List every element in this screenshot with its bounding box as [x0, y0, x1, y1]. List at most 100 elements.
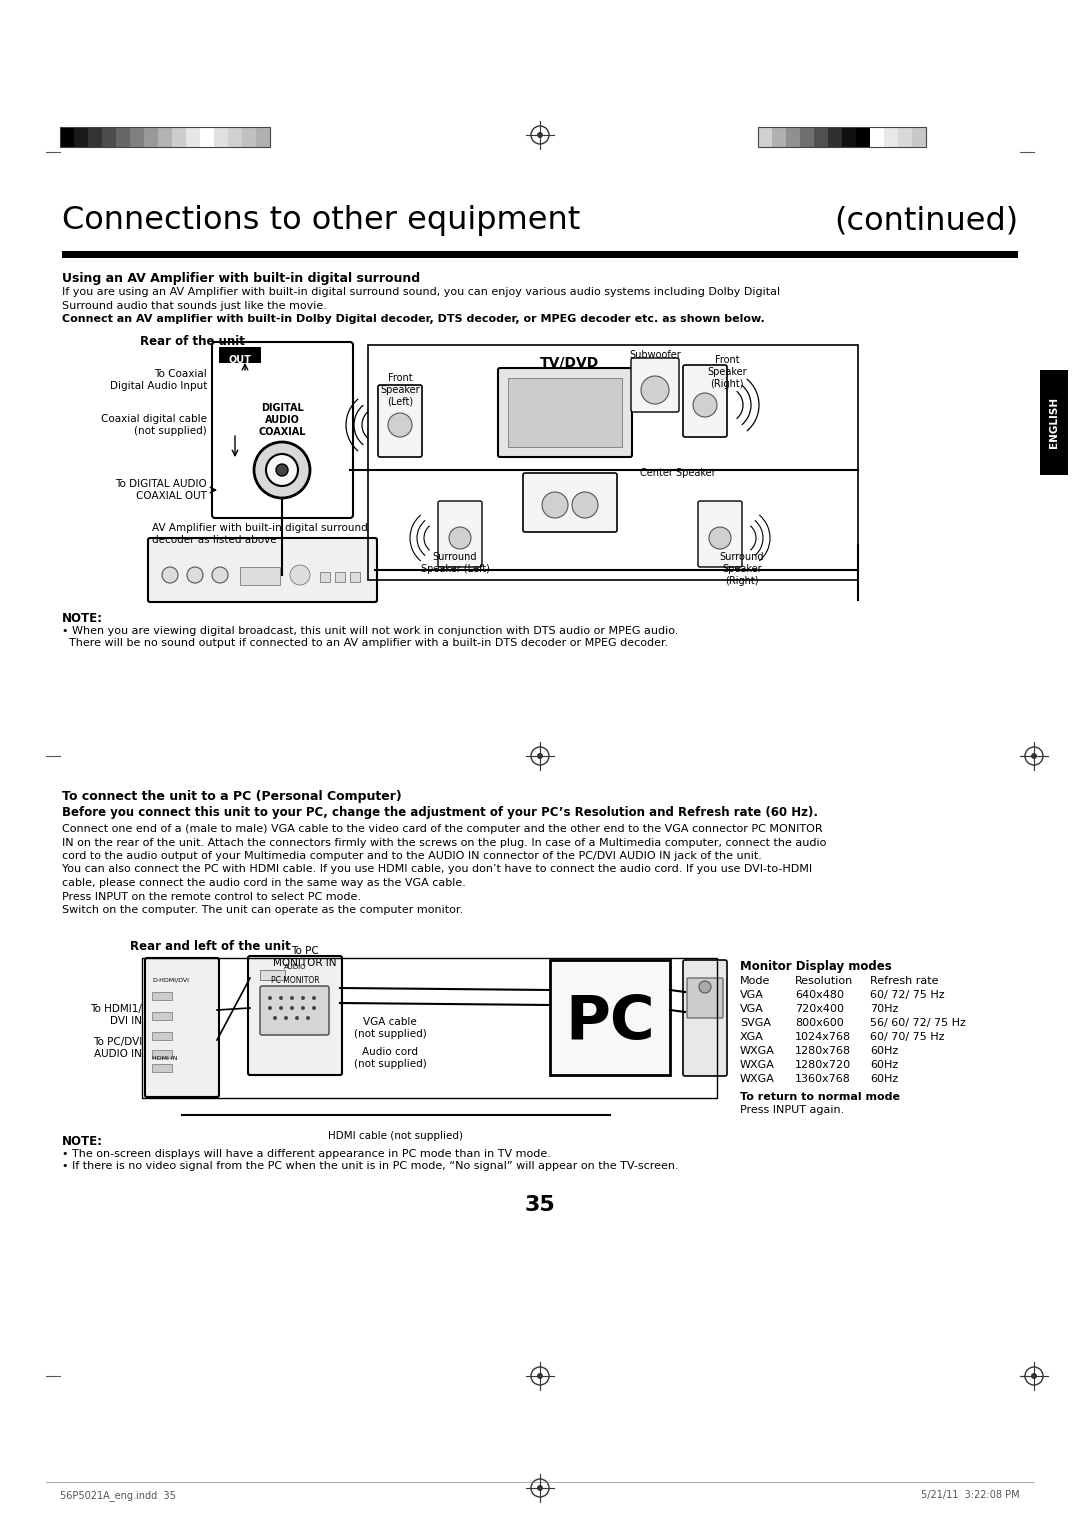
Text: Resolution: Resolution	[795, 976, 853, 986]
Bar	[214, 127, 228, 147]
Text: 1360x768: 1360x768	[795, 1074, 851, 1083]
Circle shape	[254, 442, 310, 498]
Circle shape	[276, 465, 288, 477]
Circle shape	[449, 527, 471, 549]
Text: To HDMI1/
DVI IN: To HDMI1/ DVI IN	[90, 1004, 141, 1027]
Bar	[870, 127, 885, 147]
Text: D-HDMI/DVI: D-HDMI/DVI	[152, 978, 189, 983]
Bar	[228, 127, 242, 147]
Bar	[242, 127, 256, 147]
Bar	[260, 970, 285, 979]
Bar	[152, 992, 172, 999]
Text: Refresh rate: Refresh rate	[870, 976, 939, 986]
Bar	[350, 571, 360, 582]
FancyBboxPatch shape	[683, 960, 727, 1076]
Text: 56P5021A_eng.indd  35: 56P5021A_eng.indd 35	[60, 1490, 176, 1500]
Text: To PC
MONITOR IN: To PC MONITOR IN	[273, 946, 337, 969]
Bar	[130, 127, 144, 147]
Text: Front
Speaker
(Right): Front Speaker (Right)	[707, 354, 746, 390]
Bar	[786, 127, 800, 147]
Text: To Coaxial
Digital Audio Input: To Coaxial Digital Audio Input	[110, 368, 207, 391]
Text: 1280x768: 1280x768	[795, 1047, 851, 1056]
FancyBboxPatch shape	[687, 978, 723, 1018]
Text: WXGA: WXGA	[740, 1074, 774, 1083]
Circle shape	[693, 393, 717, 417]
Bar	[152, 1012, 172, 1021]
Text: 60Hz: 60Hz	[870, 1074, 899, 1083]
Bar	[758, 127, 772, 147]
Circle shape	[572, 492, 598, 518]
Text: Before you connect this unit to your PC, change the adjustment of your PC’s Reso: Before you connect this unit to your PC,…	[62, 805, 818, 819]
Text: 70Hz: 70Hz	[870, 1004, 899, 1015]
Text: 35: 35	[525, 1195, 555, 1215]
Text: Using an AV Amplifier with built-in digital surround: Using an AV Amplifier with built-in digi…	[62, 272, 420, 286]
Circle shape	[642, 376, 669, 403]
Text: Surround
Speaker
(Right): Surround Speaker (Right)	[719, 552, 765, 587]
Circle shape	[291, 996, 294, 999]
Text: 60/ 70/ 75 Hz: 60/ 70/ 75 Hz	[870, 1031, 945, 1042]
Text: 60Hz: 60Hz	[870, 1047, 899, 1056]
Text: Rear of the unit: Rear of the unit	[140, 335, 245, 348]
Circle shape	[291, 1005, 294, 1010]
Circle shape	[312, 1005, 316, 1010]
Text: IN on the rear of the unit. Attach the connectors firmly with the screws on the : IN on the rear of the unit. Attach the c…	[62, 837, 826, 848]
Text: SVGA: SVGA	[740, 1018, 771, 1028]
Circle shape	[306, 1016, 310, 1021]
FancyBboxPatch shape	[523, 474, 617, 532]
Circle shape	[268, 996, 272, 999]
FancyBboxPatch shape	[248, 957, 342, 1076]
Circle shape	[388, 413, 411, 437]
Circle shape	[537, 753, 543, 759]
Text: WXGA: WXGA	[740, 1047, 774, 1056]
Text: (continued): (continued)	[834, 205, 1018, 235]
Text: 60/ 72/ 75 Hz: 60/ 72/ 75 Hz	[870, 990, 945, 999]
Bar	[144, 127, 158, 147]
Text: 5/21/11  3:22:08 PM: 5/21/11 3:22:08 PM	[921, 1490, 1020, 1500]
Text: Connections to other equipment: Connections to other equipment	[62, 205, 580, 235]
Bar	[87, 127, 102, 147]
Text: • When you are viewing digital broadcast, this unit will not work in conjunction: • When you are viewing digital broadcast…	[62, 626, 678, 636]
Circle shape	[279, 996, 283, 999]
Text: PC: PC	[565, 993, 654, 1051]
Circle shape	[537, 1374, 543, 1378]
Bar	[842, 127, 856, 147]
Bar	[550, 960, 670, 1076]
Circle shape	[187, 567, 203, 584]
Text: Audio cord
(not supplied): Audio cord (not supplied)	[353, 1047, 427, 1070]
Circle shape	[699, 981, 711, 993]
Bar	[256, 127, 270, 147]
Text: VGA: VGA	[740, 1004, 764, 1015]
Text: NOTE:: NOTE:	[62, 1135, 103, 1148]
Bar	[897, 127, 912, 147]
Bar	[800, 127, 814, 147]
Text: 640x480: 640x480	[795, 990, 843, 999]
Text: PC MONITOR: PC MONITOR	[271, 976, 320, 986]
FancyBboxPatch shape	[683, 365, 727, 437]
Circle shape	[284, 1016, 288, 1021]
Text: 720x400: 720x400	[795, 1004, 843, 1015]
FancyBboxPatch shape	[145, 958, 219, 1097]
Text: 1280x720: 1280x720	[795, 1060, 851, 1070]
Circle shape	[537, 131, 543, 138]
Circle shape	[291, 565, 310, 585]
Circle shape	[295, 1016, 299, 1021]
Text: Subwoofer: Subwoofer	[630, 350, 680, 361]
Bar	[60, 127, 75, 147]
Circle shape	[537, 1485, 543, 1491]
Circle shape	[268, 1005, 272, 1010]
Text: Connect one end of a (male to male) VGA cable to the video card of the computer : Connect one end of a (male to male) VGA …	[62, 824, 823, 834]
Text: To connect the unit to a PC (Personal Computer): To connect the unit to a PC (Personal Co…	[62, 790, 402, 804]
Bar	[219, 347, 261, 364]
Bar	[772, 127, 786, 147]
Bar	[814, 127, 828, 147]
Bar	[152, 1063, 172, 1073]
Bar	[885, 127, 897, 147]
Text: HDMI cable (not supplied): HDMI cable (not supplied)	[328, 1131, 463, 1141]
Bar	[158, 127, 172, 147]
Bar	[856, 127, 870, 147]
Bar	[152, 1050, 172, 1057]
Text: cable, please connect the audio cord in the same way as the VGA cable.: cable, please connect the audio cord in …	[62, 879, 465, 888]
FancyBboxPatch shape	[438, 501, 482, 567]
Text: 800x600: 800x600	[795, 1018, 843, 1028]
Circle shape	[312, 996, 316, 999]
